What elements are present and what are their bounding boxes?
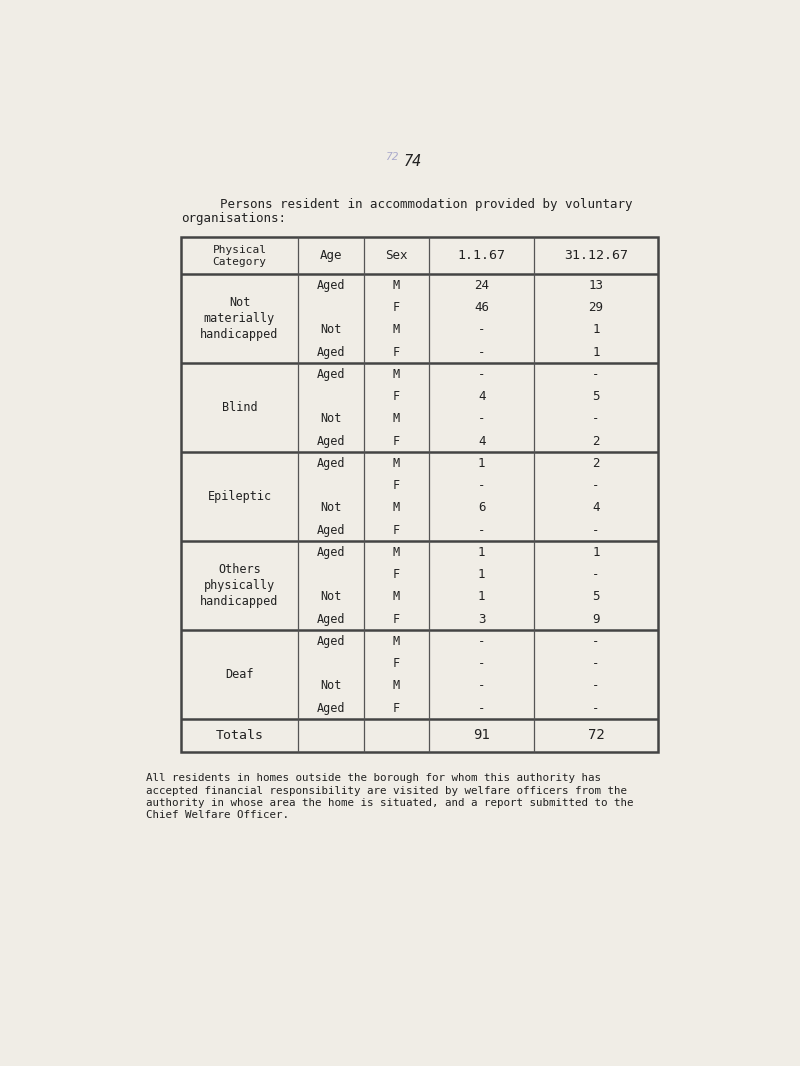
Text: Aged: Aged <box>316 523 345 536</box>
Text: -: - <box>478 368 486 381</box>
Text: M: M <box>393 546 400 559</box>
Text: Chief Welfare Officer.: Chief Welfare Officer. <box>146 810 290 820</box>
Text: 91: 91 <box>474 728 490 742</box>
Text: 2: 2 <box>592 457 600 470</box>
Text: Sex: Sex <box>385 249 408 262</box>
Text: M: M <box>393 368 400 381</box>
Text: -: - <box>478 413 486 425</box>
Text: 1: 1 <box>592 546 600 559</box>
Text: F: F <box>393 345 400 358</box>
Text: Aged: Aged <box>316 613 345 626</box>
Text: M: M <box>393 413 400 425</box>
Text: 72: 72 <box>385 152 398 162</box>
Text: 1: 1 <box>478 457 486 470</box>
Text: 3: 3 <box>478 613 486 626</box>
Text: 1: 1 <box>478 546 486 559</box>
Text: Others
physically
handicapped: Others physically handicapped <box>200 563 278 609</box>
Text: -: - <box>478 323 486 337</box>
Text: Aged: Aged <box>316 546 345 559</box>
Text: M: M <box>393 323 400 337</box>
Text: 4: 4 <box>478 435 486 448</box>
Text: Not: Not <box>320 323 342 337</box>
Bar <box>182 238 658 752</box>
Text: Aged: Aged <box>316 701 345 714</box>
Text: organisations:: organisations: <box>182 212 286 225</box>
Text: Not: Not <box>320 591 342 603</box>
Text: Aged: Aged <box>316 457 345 470</box>
Text: F: F <box>393 613 400 626</box>
Text: 1: 1 <box>592 323 600 337</box>
Text: Aged: Aged <box>316 279 345 292</box>
Text: Blind: Blind <box>222 401 258 415</box>
Text: -: - <box>478 479 486 492</box>
Text: 4: 4 <box>592 501 600 515</box>
Text: -: - <box>478 701 486 714</box>
Text: Not
materially
handicapped: Not materially handicapped <box>200 296 278 341</box>
Text: -: - <box>478 657 486 671</box>
Text: M: M <box>393 279 400 292</box>
Text: -: - <box>478 523 486 536</box>
Text: Not: Not <box>320 413 342 425</box>
Text: 5: 5 <box>592 390 600 403</box>
Text: Aged: Aged <box>316 345 345 358</box>
Text: -: - <box>478 345 486 358</box>
Text: Not: Not <box>320 501 342 515</box>
Text: 4: 4 <box>478 390 486 403</box>
Text: Not: Not <box>320 679 342 693</box>
Text: 5: 5 <box>592 591 600 603</box>
Text: 6: 6 <box>478 501 486 515</box>
Text: F: F <box>393 390 400 403</box>
Text: Totals: Totals <box>215 729 263 742</box>
Text: Aged: Aged <box>316 368 345 381</box>
Text: Deaf: Deaf <box>226 668 254 681</box>
Text: -: - <box>592 413 600 425</box>
Text: -: - <box>592 657 600 671</box>
Text: Epileptic: Epileptic <box>207 490 271 503</box>
Text: M: M <box>393 679 400 693</box>
Text: 24: 24 <box>474 279 489 292</box>
Text: 74: 74 <box>404 155 422 169</box>
Text: Age: Age <box>319 249 342 262</box>
Text: -: - <box>478 679 486 693</box>
Text: Persons resident in accommodation provided by voluntary: Persons resident in accommodation provid… <box>220 198 633 211</box>
Text: 46: 46 <box>474 301 489 314</box>
Text: 13: 13 <box>589 279 603 292</box>
Text: F: F <box>393 657 400 671</box>
Text: 1: 1 <box>592 345 600 358</box>
Text: authority in whose area the home is situated, and a report submitted to the: authority in whose area the home is situ… <box>146 797 634 808</box>
Text: 72: 72 <box>588 728 604 742</box>
Text: Physical
Category: Physical Category <box>213 244 266 266</box>
Text: -: - <box>592 635 600 648</box>
Text: 1: 1 <box>478 591 486 603</box>
Text: accepted financial responsibility are visited by welfare officers from the: accepted financial responsibility are vi… <box>146 786 627 795</box>
Text: 31.12.67: 31.12.67 <box>564 249 628 262</box>
Text: -: - <box>592 523 600 536</box>
Text: -: - <box>592 368 600 381</box>
Text: Aged: Aged <box>316 435 345 448</box>
Text: -: - <box>592 701 600 714</box>
Text: M: M <box>393 501 400 515</box>
Text: 9: 9 <box>592 613 600 626</box>
Text: -: - <box>592 568 600 581</box>
Text: Aged: Aged <box>316 635 345 648</box>
Text: F: F <box>393 523 400 536</box>
Text: -: - <box>478 635 486 648</box>
Text: 1.1.67: 1.1.67 <box>458 249 506 262</box>
Text: 1: 1 <box>478 568 486 581</box>
Text: M: M <box>393 457 400 470</box>
Text: -: - <box>592 679 600 693</box>
Text: F: F <box>393 301 400 314</box>
Text: All residents in homes outside the borough for whom this authority has: All residents in homes outside the borou… <box>146 773 602 784</box>
Text: 2: 2 <box>592 435 600 448</box>
Text: F: F <box>393 435 400 448</box>
Text: M: M <box>393 635 400 648</box>
Text: 29: 29 <box>589 301 603 314</box>
Text: M: M <box>393 591 400 603</box>
Text: F: F <box>393 701 400 714</box>
Text: F: F <box>393 568 400 581</box>
Text: F: F <box>393 479 400 492</box>
Text: -: - <box>592 479 600 492</box>
